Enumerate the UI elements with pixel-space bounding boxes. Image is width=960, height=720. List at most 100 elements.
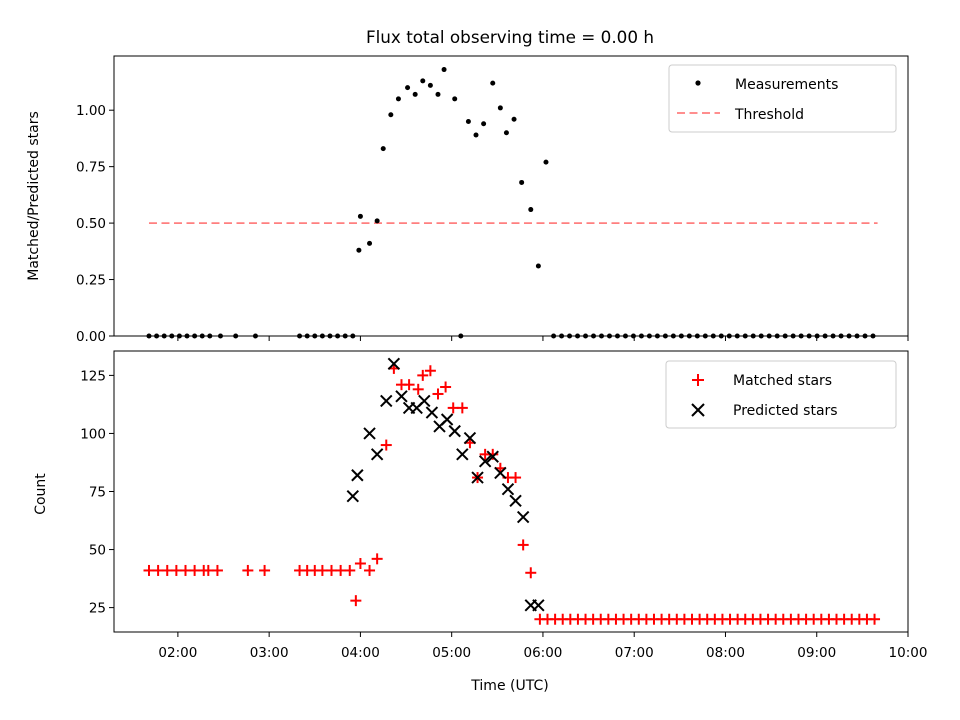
measurement-point [481,121,487,127]
matched-star-point [424,365,436,377]
predicted-star-point [346,489,360,503]
y-tick-label: 50 [89,543,106,559]
measurement-point [528,207,534,213]
measurement-point [490,80,496,86]
matched-star-point [371,553,383,565]
x-tick-label: 03:00 [250,645,289,661]
legend-matched-label: Matched stars [733,373,832,389]
x-tick-label: 10:00 [889,645,928,661]
x-tick-label: 08:00 [706,645,745,661]
x-tick-label: 04:00 [341,645,380,661]
matched-star-point [350,595,362,607]
y-tick-label: 0.25 [76,273,106,289]
x-tick-label: 07:00 [615,645,654,661]
y-tick-label: 125 [80,368,106,384]
y-tick-label: 100 [80,426,106,442]
measurement-point [374,218,380,224]
predicted-star-point [478,455,492,468]
measurement-point [519,179,525,185]
predicted-star-point [370,448,384,461]
matched-star-point [242,564,254,576]
x-axis-label: Time (UTC) [470,678,548,694]
measurements-axes-frame [113,55,909,337]
measurement-point [452,96,458,102]
matched-star-point [440,381,452,393]
counts-panel: 25 50 75 100 125 02:00 03:00 04:00 05:00 06:00 07… [33,350,928,694]
measurement-point [380,146,386,152]
matched-star-point [456,402,468,414]
matched-star-point [259,564,271,576]
measurement-point [405,85,411,91]
predicted-star-point [486,450,499,463]
measurement-point [441,67,447,73]
y-tick-label: 0.50 [76,216,106,232]
predicted-star-point [463,431,477,445]
matched-star-point [364,564,376,576]
predicted-star-point [456,448,469,461]
predicted-star-point [471,471,484,484]
measurement-point [427,82,433,88]
measurement-point [497,105,503,111]
legend-predicted-label: Predicted stars [733,403,838,419]
matched-star-point [525,567,537,579]
matched-star-point [517,539,529,551]
predicted-star-point [387,357,401,370]
predicted-star-point [380,394,393,408]
legend-measurements-label: Measurements [735,77,838,93]
measurement-point [412,91,418,97]
measurements-y-axis-label: Matched/Predicted stars [26,111,42,281]
legend-measurements-marker [695,80,701,86]
legend-threshold-label: Threshold [734,107,804,123]
predicted-star-point [509,494,522,507]
matched-star-point [412,383,424,395]
measurement-point [503,130,509,136]
predicted-star-point [516,510,530,524]
measurement-point [435,91,441,97]
predicted-star-point [425,406,439,419]
measurement-point [420,78,426,84]
measurement-point [543,159,549,165]
y-tick-label: 0.75 [76,160,106,176]
measurements-panel: 0.00 0.25 0.50 0.75 1.00 Matched/Predicted s… [26,55,909,345]
matched-star-point [510,472,522,484]
measurement-point [535,263,541,269]
measurement-point [511,116,517,122]
y-tick-label: 75 [89,485,106,501]
measurements-legend: Measurements Threshold [668,64,897,133]
chart-title: Flux total observing time = 0.00 h [366,27,654,47]
measurement-point [395,96,401,102]
predicted-star-point [501,482,515,496]
x-tick-label: 05:00 [432,645,471,661]
matched-star-point [380,439,392,451]
predicted-star-point [395,390,408,403]
predicted-star-point [532,599,545,612]
predicted-star-point [351,469,364,482]
predicted-star-point [418,394,431,408]
counts-y-axis-label: Count [33,473,49,515]
predicted-star-point [448,424,461,438]
measurement-point [367,240,373,246]
matched-star-point [344,564,356,576]
y-tick-label: 1.00 [76,103,106,119]
y-tick-label: 25 [89,601,106,617]
measurement-point [473,132,479,138]
matched-star-point [403,379,415,391]
measurement-point [356,247,362,253]
x-tick-label: 06:00 [523,645,562,661]
legend-matched-marker [692,374,704,386]
x-tick-label: 02:00 [158,645,197,661]
x-tick-label: 09:00 [797,645,836,661]
counts-legend: Matched stars Predicted stars [665,360,897,429]
matched-star-point [417,369,429,381]
predicted-star-point [494,466,507,480]
measurement-point [465,118,471,124]
measurement-point [357,213,363,219]
measurement-point [388,112,394,118]
matched-star-point [211,564,223,576]
matched-star-point [432,388,444,400]
matched-star-point [354,557,366,569]
predicted-star-point [363,427,376,440]
matched-star-point [869,613,881,625]
predicted-star-point [440,413,454,426]
